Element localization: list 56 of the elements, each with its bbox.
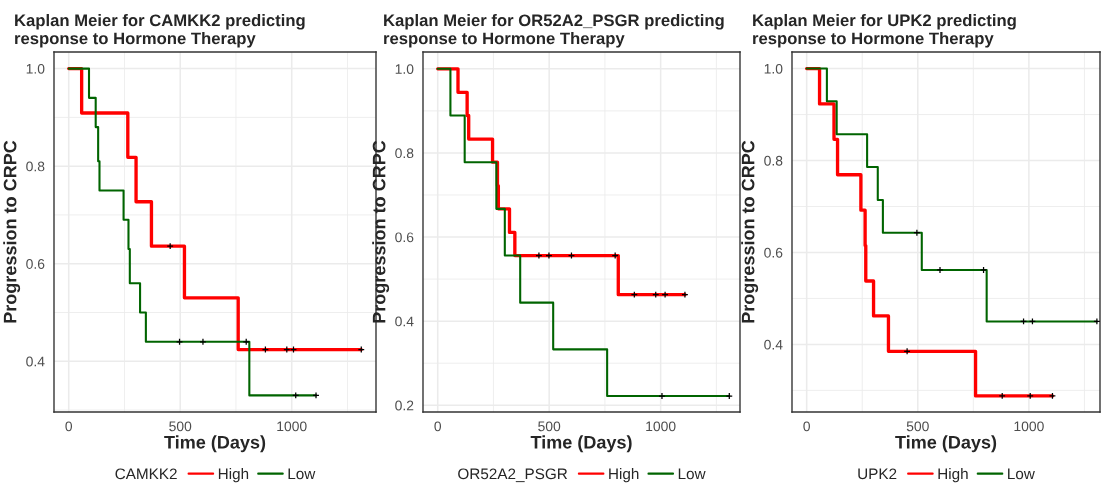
x-tick-label: 1000 (1014, 421, 1044, 432)
chart-title: Kaplan Meier for CAMKK2 predicting response to Hormone Therapy (15, 14, 305, 48)
legend-label: High (938, 468, 968, 483)
y-tick-label: 0.4 (764, 339, 783, 350)
y-tick-label: 1.0 (395, 64, 414, 74)
point (903, 347, 911, 355)
point (1093, 317, 1100, 325)
x-tick-label: 1000 (646, 421, 676, 432)
point (936, 266, 944, 274)
point (1048, 392, 1057, 400)
x-tick-label: 500 (906, 421, 929, 432)
legend-label: High (218, 468, 249, 483)
point (661, 291, 669, 299)
y-axis-title: Progression to CRPC (3, 140, 21, 323)
legend-title: CAMKK2 (115, 468, 177, 480)
y-tick-label: 0.4 (395, 316, 414, 327)
point (312, 391, 320, 399)
legend-title: UPK2 (858, 468, 897, 480)
point (199, 338, 207, 346)
y-tick-label: 0.4 (26, 356, 45, 367)
point (545, 251, 553, 260)
y-tick-label: 1.0 (764, 63, 783, 74)
legend-label: High (609, 468, 639, 483)
y-tick-label: 0.6 (26, 259, 45, 269)
point (913, 229, 921, 237)
point (1026, 392, 1034, 400)
legend-label: Low (1008, 468, 1035, 480)
y-axis-title: Progression to CRPC (372, 140, 390, 323)
point (725, 392, 733, 400)
point (979, 266, 988, 274)
x-tick-label: 500 (538, 421, 561, 432)
legend-label: Low (678, 468, 706, 480)
y-tick-label: 1.0 (26, 63, 45, 74)
x-axis-title: Time (Days) (164, 435, 266, 453)
point (658, 392, 666, 400)
point (535, 251, 543, 260)
legend-title: OR52A2_PSGR (458, 468, 568, 483)
x-tick-label: 0 (803, 421, 810, 432)
legend-label: Low (288, 468, 316, 480)
y-tick-label: 0.6 (395, 232, 414, 243)
y-tick-label: 0.8 (26, 161, 45, 172)
y-axis-title: Progression to CRPC (741, 140, 759, 323)
x-axis-title: Time (Days) (895, 435, 997, 453)
chart-title: Kaplan Meier for OR52A2_PSGR predicting response to Hormone Therapy (384, 14, 724, 48)
x-axis-title: Time (Days) (530, 435, 632, 453)
x-tick-label: 0 (434, 421, 442, 432)
y-tick-label: 0.8 (764, 155, 783, 166)
chart-title: Kaplan Meier for UPK2 predicting response to Hormone Therapy (753, 14, 1016, 48)
x-tick-label: 1000 (277, 421, 307, 432)
y-tick-label: 0.2 (395, 400, 414, 411)
point (998, 392, 1006, 400)
y-tick-label: 0.6 (764, 247, 783, 258)
x-tick-label: 500 (169, 421, 192, 432)
x-tick-label: 0 (65, 421, 73, 432)
y-tick-label: 0.8 (395, 148, 414, 159)
point (681, 291, 689, 299)
